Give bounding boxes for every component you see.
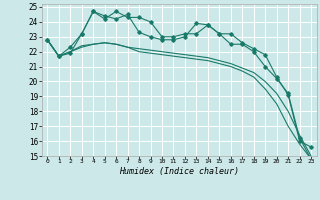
X-axis label: Humidex (Indice chaleur): Humidex (Indice chaleur): [119, 167, 239, 176]
